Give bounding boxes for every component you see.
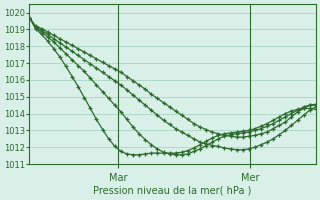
X-axis label: Pression niveau de la mer( hPa ): Pression niveau de la mer( hPa ) (93, 186, 252, 196)
